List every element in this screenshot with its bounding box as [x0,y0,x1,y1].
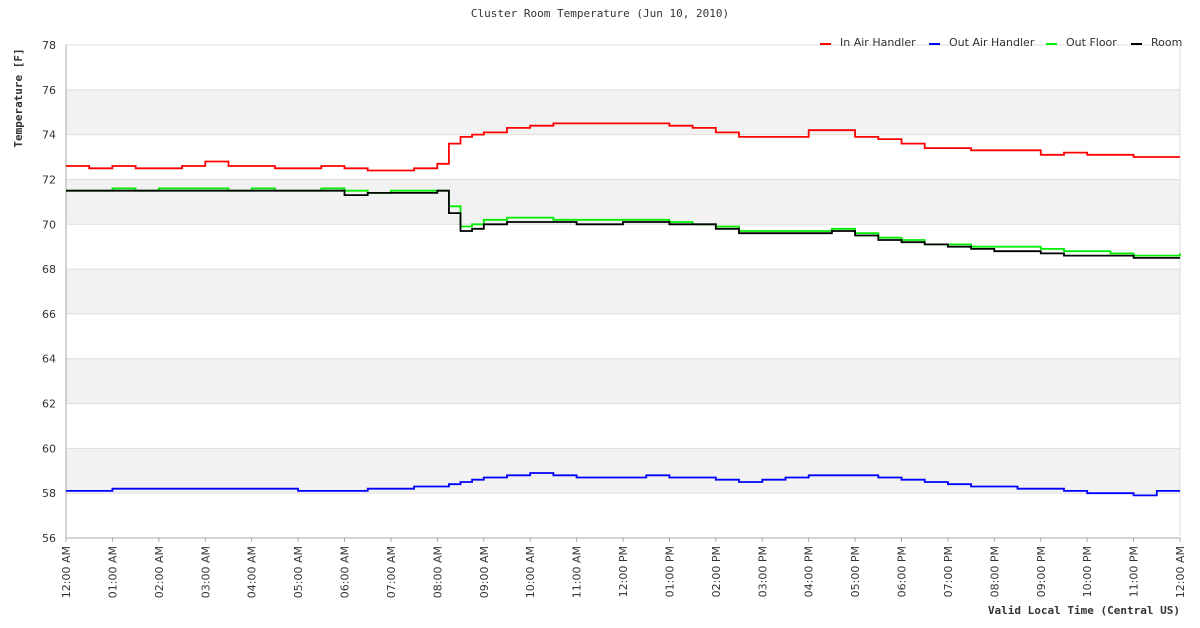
series-line-out-air-handler [66,472,1180,497]
x-tick-label: 02:00 AM [153,546,166,598]
x-tick-label: 07:00 AM [385,546,398,598]
x-tick-label: 01:00 AM [106,546,119,598]
series-line-in-air-handler [66,122,1180,172]
x-tick-label: 03:00 PM [756,546,769,597]
x-tick-label: 11:00 PM [1128,546,1141,597]
x-tick-label: 02:00 PM [710,546,723,597]
plot-band [66,269,1180,314]
y-axis-label: Temperature [F] [12,48,25,147]
legend-label: In Air Handler [840,36,916,49]
y-tick-label: 64 [42,353,56,366]
x-tick-label: 12:00 PM [617,546,630,597]
x-tick-label: 01:00 PM [663,546,676,597]
y-tick-label: 60 [42,442,56,455]
series-line-out-floor [66,187,1181,257]
x-tick-label: 08:00 AM [431,546,444,598]
series-lines [66,122,1181,497]
x-tick-label: 06:00 AM [339,546,352,598]
x-tick-labels: 12:00 AM 01:00 AM 02:00 AM 03:00 AM 04:00 AM… [60,538,1187,598]
plot-bands [66,45,1180,538]
y-tick-label: 66 [42,308,56,321]
x-tick-label: 09:00 PM [1035,546,1048,597]
y-tick-label: 58 [42,487,56,500]
legend: In Air Handler Out Air Handler Out Floor Ro… [820,36,1182,49]
x-tick-label: 04:00 AM [246,546,259,598]
y-tick-labels: 56 58 60 62 64 66 68 70 72 74 76 78 [42,39,56,545]
x-tick-label: 10:00 AM [524,546,537,598]
chart-title: Cluster Room Temperature (Jun 10, 2010) [471,7,729,20]
x-axis-label: Valid Local Time (Central US) [988,604,1180,617]
x-tick-label: 12:00 AM [60,546,73,598]
legend-label: Out Floor [1066,36,1117,49]
x-tick-label: 08:00 PM [988,546,1001,597]
x-tick-label: 05:00 AM [292,546,305,598]
legend-label: Room [1151,36,1182,49]
plot-band [66,179,1180,225]
x-tick-label: 04:00 PM [803,546,816,597]
series-line-room [66,189,1180,259]
y-tick-label: 78 [42,39,56,52]
x-tick-label: 09:00 AM [478,546,491,598]
plot-band [66,358,1180,404]
y-tick-label: 70 [42,218,56,231]
legend-label: Out Air Handler [949,36,1035,49]
y-tick-label: 72 [42,173,56,186]
x-tick-label: 03:00 AM [199,546,212,598]
x-tick-label: 05:00 PM [849,546,862,597]
y-tick-label: 62 [42,398,56,411]
y-tick-label: 68 [42,263,56,276]
y-tick-label: 74 [42,129,56,142]
x-tick-label: 10:00 PM [1081,546,1094,597]
y-tick-label: 56 [42,532,56,545]
x-tick-label: 12:00 AM [1174,546,1187,598]
x-tick-label: 06:00 PM [896,546,909,597]
plot-band [66,89,1180,135]
x-tick-label: 11:00 AM [571,546,584,598]
y-tick-label: 76 [42,84,56,97]
x-tick-label: 07:00 PM [942,546,955,597]
